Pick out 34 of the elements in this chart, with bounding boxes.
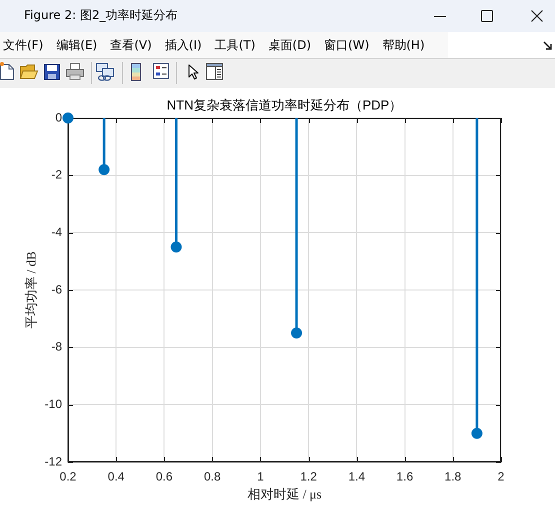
text: 工具(T) — [214, 38, 256, 52]
x-tick-label: 0.2 — [60, 470, 77, 484]
y-tick-label: 0 — [55, 110, 62, 124]
text: 帮助(H) — [382, 38, 425, 52]
x-tick-label: 0.6 — [156, 470, 173, 484]
text: 查看(V) — [110, 38, 152, 52]
x-tick-label: 0.8 — [204, 470, 221, 484]
x-tick-label: 1.4 — [348, 470, 366, 484]
x-tick-label: 2 — [498, 470, 505, 484]
text: 编辑(E) — [56, 38, 98, 52]
y-tick-label: -2 — [51, 168, 62, 182]
caption: Figure 2: 图2_功率时延分布 — [24, 8, 178, 23]
point — [471, 428, 482, 439]
y-tick-label: -10 — [44, 396, 62, 411]
point — [170, 242, 182, 252]
x-tick-label: 1 — [257, 470, 264, 484]
text: 文件(F) — [3, 38, 44, 52]
chart-title: NTN复杂衰落信道功率时延分布（PDP） — [166, 98, 402, 113]
y-tick-label: -12 — [44, 454, 62, 468]
point — [98, 164, 110, 176]
y-tick-label: -6 — [51, 282, 62, 296]
y-tick-label: -8 — [51, 340, 62, 354]
y-tick-label: -4 — [51, 224, 62, 239]
x-tick-label: 1.8 — [444, 470, 462, 484]
x-tick-label: 0.4 — [108, 470, 125, 484]
point — [62, 112, 74, 124]
text: 插入(I) — [164, 38, 202, 52]
text: 窗口(W) — [324, 38, 370, 52]
x-axis-title: 相对时延 / μs — [247, 486, 322, 502]
x-tick-label: 1.6 — [396, 470, 414, 484]
y-axis-title: 平均功率 / dB — [23, 251, 38, 329]
x-tick-label: 1.2 — [300, 470, 318, 484]
text: 桌面(D) — [268, 38, 312, 52]
point — [291, 328, 302, 338]
